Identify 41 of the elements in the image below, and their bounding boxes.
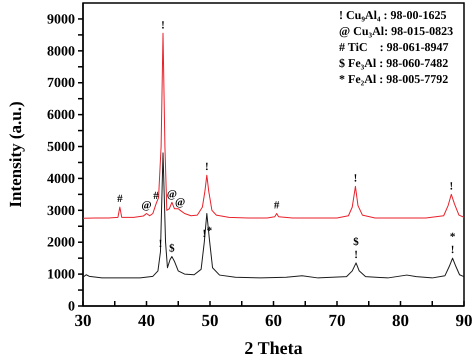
annotation: ! [202, 228, 206, 240]
x-axis-title: 2 Theta [244, 338, 303, 358]
annotation: ! [449, 180, 454, 192]
y-tick-label: 9000 [47, 12, 75, 28]
x-tick-label: 60 [265, 311, 282, 330]
annotation: $ [353, 236, 360, 248]
annotation: @ [175, 196, 186, 208]
x-tick-label: 80 [392, 311, 409, 330]
annotation: * Fe₂Al : 98-005-7792 [339, 72, 448, 86]
x-tick-label: 70 [328, 311, 346, 330]
y-tick-label: 7000 [47, 76, 75, 92]
annotation: ! [204, 161, 209, 174]
annotation: ! [450, 244, 454, 256]
annotation: # [274, 200, 280, 212]
annotation: $ Fe₃Al : 98-060-7482 [339, 56, 448, 70]
annotation: @ [141, 200, 152, 212]
x-tick-label: 30 [74, 311, 92, 330]
annotation: * [450, 231, 456, 244]
x-tick-label: 50 [202, 311, 218, 330]
y-tick-label: 0 [68, 299, 75, 314]
annotation: # [117, 193, 124, 206]
x-tick-label: 90 [456, 311, 472, 330]
y-tick-label: 5000 [47, 140, 75, 156]
annotation: $ [169, 242, 176, 255]
annotation: ! [354, 248, 358, 261]
x-tick-label: 40 [138, 311, 155, 330]
y-axis-title: Intensity (a.u.) [6, 101, 25, 208]
annotation: # TiC : 98-061-8947 [339, 40, 449, 54]
y-tick-label: 1000 [47, 268, 75, 283]
y-tick-label: 6000 [47, 108, 75, 124]
annotation: @ Cu₃Al: 98-015-0823 [339, 24, 454, 38]
y-tick-label: 3000 [47, 204, 75, 219]
line-series [82, 152, 464, 278]
y-tick-label: 2000 [47, 236, 75, 251]
annotation: ! [354, 172, 358, 184]
annotation: @ [166, 188, 178, 200]
y-tick-label: 8000 [47, 44, 75, 60]
annotation: ! [161, 19, 165, 32]
annotation: ! [158, 238, 162, 250]
annotation: ! Cu₉Al₄ : 98-00-1625 [339, 8, 447, 22]
y-tick-label: 4000 [47, 172, 75, 187]
